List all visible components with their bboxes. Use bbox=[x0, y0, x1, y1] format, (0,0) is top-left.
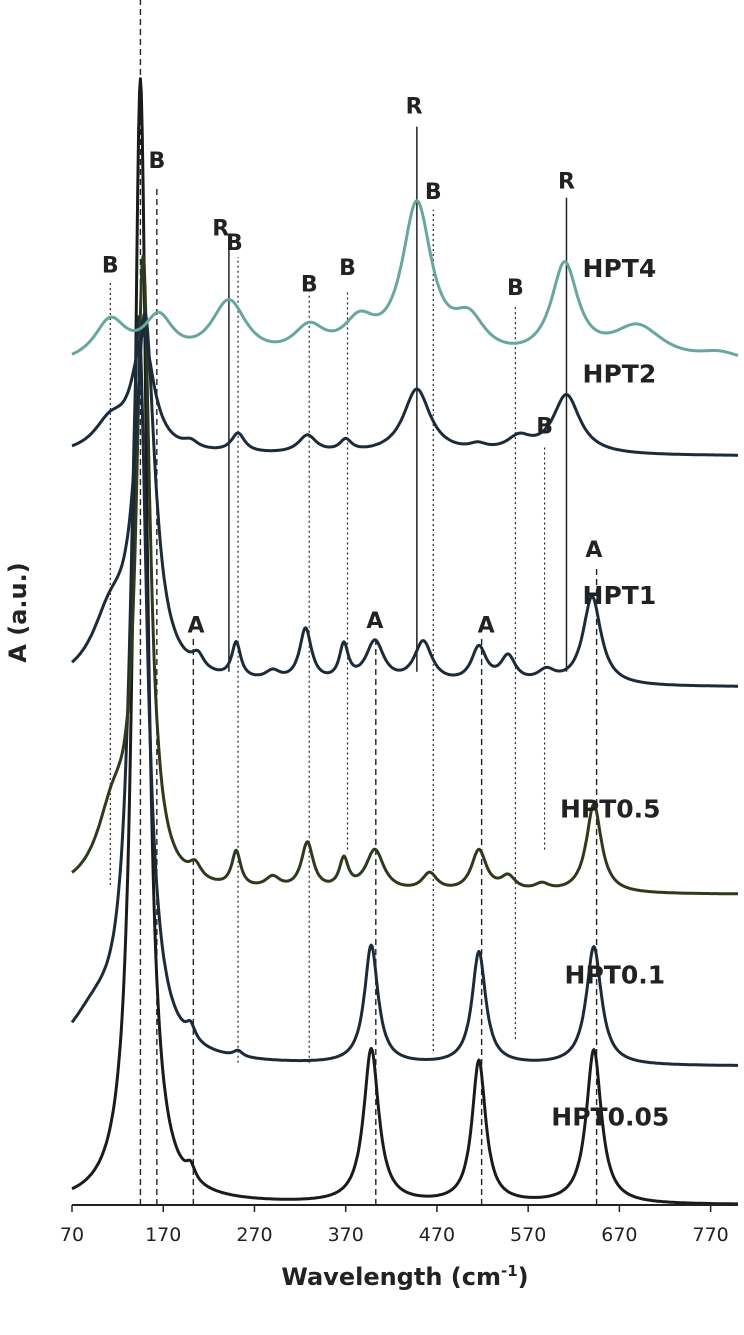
trace-hpt0-5 bbox=[71, 254, 739, 896]
x-tick-label: 570 bbox=[510, 1224, 546, 1246]
peak-annotations: ABBRBBBRBBRBAAAA bbox=[102, 95, 602, 639]
x-tick-label: 170 bbox=[145, 1224, 181, 1246]
x-axis-title: Wavelength (cm-1) bbox=[281, 1262, 528, 1291]
x-tick-label: 670 bbox=[601, 1224, 637, 1246]
trace-hpt0-1 bbox=[70, 315, 739, 1067]
peak-annotation: R bbox=[406, 95, 423, 120]
peak-annotation: B bbox=[339, 256, 356, 281]
spectra-traces bbox=[70, 77, 739, 1206]
series-label-hpt0-5: HPT0.5 bbox=[560, 795, 661, 824]
peak-annotation: R bbox=[212, 217, 229, 242]
x-tick-label: 470 bbox=[419, 1224, 455, 1246]
peak-marker-lines bbox=[109, 0, 598, 1205]
peak-annotation: A bbox=[585, 538, 602, 563]
x-axis-title-end: ) bbox=[518, 1263, 529, 1291]
x-axis-title-sup: -1 bbox=[501, 1262, 518, 1280]
y-axis-title: A (a.u.) bbox=[4, 562, 32, 662]
peak-annotation: B bbox=[507, 276, 524, 301]
trace-hpt4 bbox=[71, 199, 739, 357]
peak-annotation: A bbox=[188, 614, 205, 639]
peak-annotation: B bbox=[226, 231, 243, 256]
peak-annotation: B bbox=[102, 253, 119, 278]
series-labels: HPT4 HPT2 HPT1 HPT0.5 HPT0.1 HPT0.05 bbox=[551, 254, 669, 1131]
peak-annotation: B bbox=[425, 180, 442, 205]
peak-annotation: R bbox=[558, 169, 575, 194]
x-tick-label: 70 bbox=[60, 1224, 84, 1246]
peak-annotation: B bbox=[148, 149, 165, 174]
x-tick-label: 770 bbox=[692, 1224, 728, 1246]
series-label-hpt2: HPT2 bbox=[583, 360, 657, 389]
trace-hpt1 bbox=[71, 311, 739, 688]
x-axis-ticks: 70 170 270 370 470 570 670 770 bbox=[60, 1205, 729, 1246]
peak-annotation: A bbox=[478, 614, 495, 639]
series-label-hpt1: HPT1 bbox=[583, 581, 657, 610]
series-label-hpt4: HPT4 bbox=[583, 254, 657, 283]
peak-annotation: B bbox=[536, 415, 553, 440]
x-tick-label: 370 bbox=[328, 1224, 364, 1246]
series-label-hpt0-05: HPT0.05 bbox=[551, 1103, 669, 1132]
series-label-hpt0-1: HPT0.1 bbox=[565, 960, 666, 989]
peak-annotation: A bbox=[366, 609, 383, 634]
x-axis-title-main: Wavelength (cm bbox=[281, 1263, 501, 1291]
peak-annotation: B bbox=[301, 272, 318, 297]
x-tick-label: 270 bbox=[236, 1224, 272, 1246]
trace-hpt2 bbox=[71, 333, 739, 457]
trace-hpt0-05 bbox=[71, 77, 739, 1206]
